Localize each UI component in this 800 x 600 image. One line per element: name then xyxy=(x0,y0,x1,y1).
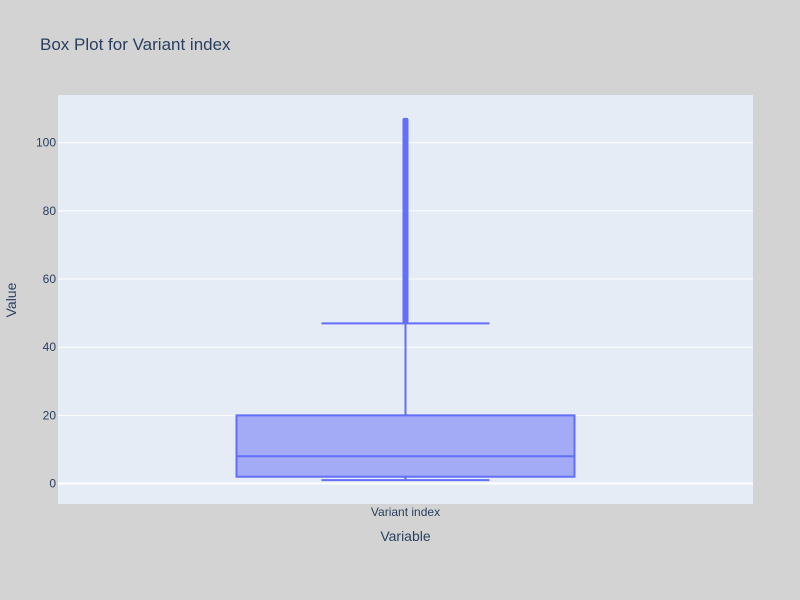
y-tick-label: 0 xyxy=(49,477,56,491)
y-tick-label: 40 xyxy=(43,340,57,354)
interquartile-box xyxy=(235,414,576,478)
outlier-points xyxy=(402,117,409,324)
y-tick-label: 100 xyxy=(36,136,56,150)
x-tick-label: Variant index xyxy=(371,505,440,519)
y-tick-label: 80 xyxy=(43,204,57,218)
y-tick-label: 20 xyxy=(43,408,57,422)
chart-title: Box Plot for Variant index xyxy=(40,35,231,54)
y-axis-title: Value xyxy=(3,282,19,317)
y-tick-label: 60 xyxy=(43,272,57,286)
y-tick-labels: 0 20 40 60 80 100 xyxy=(36,136,56,491)
box-trace[interactable] xyxy=(235,117,576,482)
x-axis-title: Variable xyxy=(380,528,431,544)
